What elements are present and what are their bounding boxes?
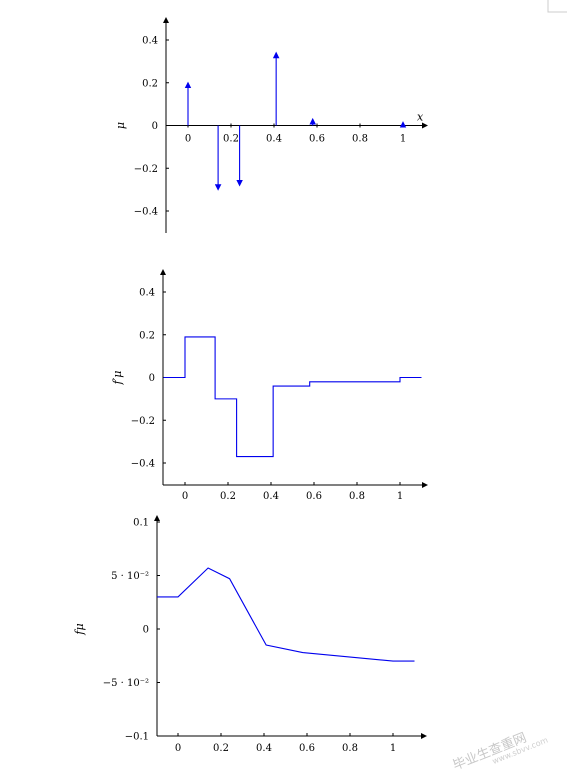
- y-axis-label: fμ: [73, 623, 86, 635]
- x-axis-label: x: [417, 111, 424, 124]
- y-tick-label: 0.1: [133, 518, 149, 529]
- page-corner-decoration: [547, 0, 567, 13]
- step-series-line: [163, 336, 422, 458]
- y-tick-label: −0.4: [131, 459, 155, 470]
- y-tick-label: 0.4: [142, 36, 158, 47]
- step-chart-f-prime-mu: −0.4 −0.2 0 0.2 0.4 0 0.2 0.4 0.6 0.8 1 f′μ: [111, 269, 428, 502]
- y-tick-label: −5 · 10⁻²: [103, 678, 149, 689]
- x-tick-label: 0.2: [220, 491, 236, 502]
- y-tick-label: −0.2: [134, 164, 158, 175]
- y-axis-label: μ: [114, 122, 127, 129]
- x-tick-label: 0.8: [342, 743, 358, 754]
- x-tick-label: 0.4: [266, 134, 282, 145]
- x-tick-label: 0.2: [223, 134, 239, 145]
- x-tick-label: 0: [175, 743, 181, 754]
- y-tick-label: 0: [143, 625, 149, 636]
- y-tick-label: 0.2: [142, 78, 158, 89]
- line-chart-f-mu: −0.1 −5 · 10⁻² 0 5 · 10⁻² 0.1 0 0.2 0.4 0.6 0.8 1 f…: [73, 515, 427, 754]
- x-tick-label: 0: [182, 491, 188, 502]
- y-tick-label: −0.4: [134, 207, 158, 218]
- y-tick-label: 0: [149, 373, 155, 384]
- y-tick-label: 0.4: [139, 288, 155, 299]
- x-tick-label: 0.2: [213, 743, 229, 754]
- x-tick-label: 0.6: [299, 743, 315, 754]
- x-tick-label: 0.8: [349, 491, 365, 502]
- x-tick-label: 1: [390, 743, 396, 754]
- x-tick-label: 0: [185, 134, 191, 145]
- x-tick-label: 1: [397, 491, 403, 502]
- y-tick-label: 0: [152, 121, 158, 132]
- x-tick-label: 1: [400, 134, 406, 145]
- y-tick-label: 0.2: [139, 330, 155, 341]
- line-series: [157, 567, 415, 662]
- x-tick-label: 0.4: [263, 491, 279, 502]
- y-tick-label: −0.2: [131, 416, 155, 427]
- y-tick-label: −0.1: [125, 732, 149, 743]
- y-tick-label: 5 · 10⁻²: [111, 571, 149, 582]
- watermark: 毕业生查重网 www.sbvv.com: [451, 730, 550, 774]
- x-tick-label: 0.4: [256, 743, 272, 754]
- y-axis-label: f′μ: [111, 371, 124, 386]
- x-tick-label: 0.6: [306, 491, 322, 502]
- x-tick-label: 0.8: [352, 134, 368, 145]
- stem-chart-mu: −0.4 −0.2 0 0.2 0.4 0 0.2 0.4 0.6 0.8 1x μ: [114, 17, 428, 233]
- x-tick-label: 0.6: [309, 134, 325, 145]
